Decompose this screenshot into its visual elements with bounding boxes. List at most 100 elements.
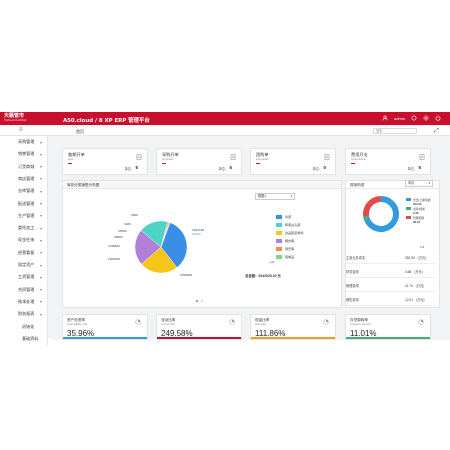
ratio-card[interactable]: 存货周转率 inventory turnover 11.01% [345, 314, 431, 340]
menu-toggle-icon[interactable]: ≡ [19, 127, 23, 133]
sidebar-item[interactable]: 生产管理 ▾ [0, 210, 48, 222]
row-divider [346, 305, 436, 306]
document-icon [136, 154, 142, 160]
legend-label: 蛋制品 [285, 255, 295, 259]
chevron-down-icon: ▾ [40, 176, 43, 182]
chevron-down-icon: ▾ [40, 139, 43, 145]
sidebar-item[interactable]: 销售管理 ▾ [0, 148, 48, 160]
ratio-card[interactable]: 资产负债率 asset liability ratio 35.96% [62, 314, 148, 340]
ratio-card[interactable]: 现金比率 cash ratio 111.86% [250, 314, 336, 340]
ratio-bar [63, 337, 147, 339]
chevron-down-icon: ▾ [40, 250, 43, 256]
sidebar-item[interactable]: 商店管理 ▾ [0, 173, 48, 185]
data-select-value: 数据1 [258, 194, 267, 198]
sidebar-item-label: 配送管理 [18, 200, 35, 206]
ratio-name: 现金比率 [255, 318, 270, 322]
power-icon[interactable] [435, 115, 441, 121]
donut-legend-item[interactable]: 当月/增加 9.38 [406, 207, 425, 215]
chevron-down-icon: ▾ [40, 164, 43, 170]
sidebar-item[interactable]: 委托加工 ▾ [0, 222, 48, 234]
period-select[interactable]: 本月 ▾ [405, 180, 433, 187]
donut-legend-value: 9.38 [413, 211, 419, 215]
kpi-subtitle: expenditure [351, 157, 366, 161]
sidebar-item[interactable]: 现金往来 ▾ [0, 234, 48, 246]
pie-value-label: 3484 [124, 222, 131, 226]
sidebar-item[interactable]: 初始化 [0, 321, 48, 333]
expense-row-value: 11.74 （万元） [405, 284, 427, 288]
kpi-card[interactable]: 采购开单 purchase 单位： 5 [156, 148, 242, 175]
legend-item[interactable]: 食品配菜粉料 [276, 230, 304, 235]
sidebar-item[interactable]: 财务报表 ▾ [0, 308, 48, 320]
legend-item[interactable]: 腌饺等 [276, 238, 294, 243]
donut-legend-value: 99.23 [413, 220, 420, 224]
chevron-down-icon: ▾ [40, 287, 43, 293]
document-icon [324, 154, 330, 160]
chart-icon [229, 319, 235, 325]
sidebar-item[interactable]: 采购管理 ▾ [0, 136, 48, 148]
legend-item[interactable]: 蛋制品 [276, 254, 294, 259]
kpi-unit: 单位： [312, 167, 322, 171]
expense-page[interactable]: 1/2 [420, 245, 425, 249]
notification-icon[interactable] [411, 115, 417, 121]
search-input[interactable]: 搜索 [373, 127, 417, 135]
kpi-count: 5 [135, 165, 138, 170]
chevron-down-icon: ▾ [40, 299, 43, 305]
sidebar-item-label: 现金往来 [18, 237, 35, 243]
fullscreen-icon[interactable]: ⤢ [434, 127, 439, 134]
period-select-value: 本月 [408, 181, 415, 185]
expense-row-value: 12.01 （万元） [405, 298, 427, 302]
legend-item[interactable]: 锅巴等 [276, 246, 294, 251]
sidebar-item-label: 委托加工 [18, 225, 35, 231]
legend-item[interactable]: 鸭蛋白头蛋 [276, 222, 300, 227]
expense-row-value: 4.58 （万元） [405, 270, 425, 274]
expense-title: 费用构成 [346, 181, 439, 189]
sidebar-item[interactable]: 工资管理 ▾ [0, 271, 48, 283]
sidebar-item[interactable]: 基础资料 [0, 333, 48, 345]
legend-item[interactable]: 鸡蛋 [276, 214, 291, 219]
ratio-subtitle: inventory turnover [350, 322, 371, 326]
legend-swatch [276, 254, 282, 259]
donut-legend-value: 252.90 [413, 202, 422, 206]
username[interactable]: admin [394, 115, 405, 121]
kpi-accent [351, 163, 355, 164]
sidebar-item[interactable]: 配送管理 ▾ [0, 198, 48, 210]
sidebar-item[interactable]: 仓库管理 ▾ [0, 185, 48, 197]
sidebar-item[interactable]: 固定资产 ▾ [0, 259, 48, 271]
ratio-subtitle: asset liability ratio [67, 322, 88, 326]
carousel-dot[interactable] [196, 300, 198, 302]
kpi-unit: 单位： [124, 167, 134, 171]
legend-label: 鸭蛋白头蛋 [285, 223, 301, 227]
user-icon[interactable] [382, 115, 388, 121]
kpi-card[interactable]: 团购单 pick-order 单位： 0 [250, 148, 336, 175]
tab-bar: ≡ 首页 搜索 ⤢ [0, 126, 450, 136]
kpi-card[interactable]: 临期开单 spec 单位： 5 [62, 148, 148, 175]
donut-legend-item[interactable]: 支出/上期余额 252.90 [406, 198, 431, 206]
carousel-dot[interactable] [201, 300, 203, 302]
legend-page[interactable]: 1/2 [270, 260, 275, 264]
expense-row-label: 管理费用 [346, 284, 359, 288]
donut-legend-item[interactable]: 管理费用 99.23 [406, 216, 424, 224]
app-title: A50.cloud / 8 XP ERP 管理平台 [63, 117, 150, 124]
chart-icon [323, 319, 329, 325]
tab-home[interactable]: 首页 [76, 128, 84, 134]
ratio-bar [157, 337, 241, 339]
ratio-card[interactable]: 流动比率 current ratio 249.58% [156, 314, 242, 340]
sidebar-item[interactable]: 账本处理 ▾ [0, 296, 48, 308]
kpi-subtitle: purchase [162, 157, 174, 161]
legend-swatch [406, 198, 411, 201]
pie-value-label: 1195800 [108, 244, 120, 248]
legend-swatch [276, 246, 282, 251]
sidebar-item[interactable]: 经营看板 ▾ [0, 247, 48, 259]
carousel-dots[interactable] [196, 300, 208, 302]
chevron-down-icon: ▾ [40, 201, 43, 206]
ratio-name: 流动比率 [161, 318, 176, 322]
data-select[interactable]: 数据1 ▾ [255, 193, 295, 200]
gear-icon[interactable] [423, 115, 429, 121]
row-divider [346, 291, 436, 292]
legend-swatch [276, 214, 282, 219]
legend-label: 腌饺等 [285, 239, 295, 243]
row-divider [346, 277, 436, 278]
sidebar-item[interactable]: 合同管理 ▾ [0, 284, 48, 296]
kpi-card[interactable]: 费用开支 expenditure 单位： 5 [345, 148, 431, 175]
sidebar-item[interactable]: 订货商城 ▾ [0, 161, 48, 173]
